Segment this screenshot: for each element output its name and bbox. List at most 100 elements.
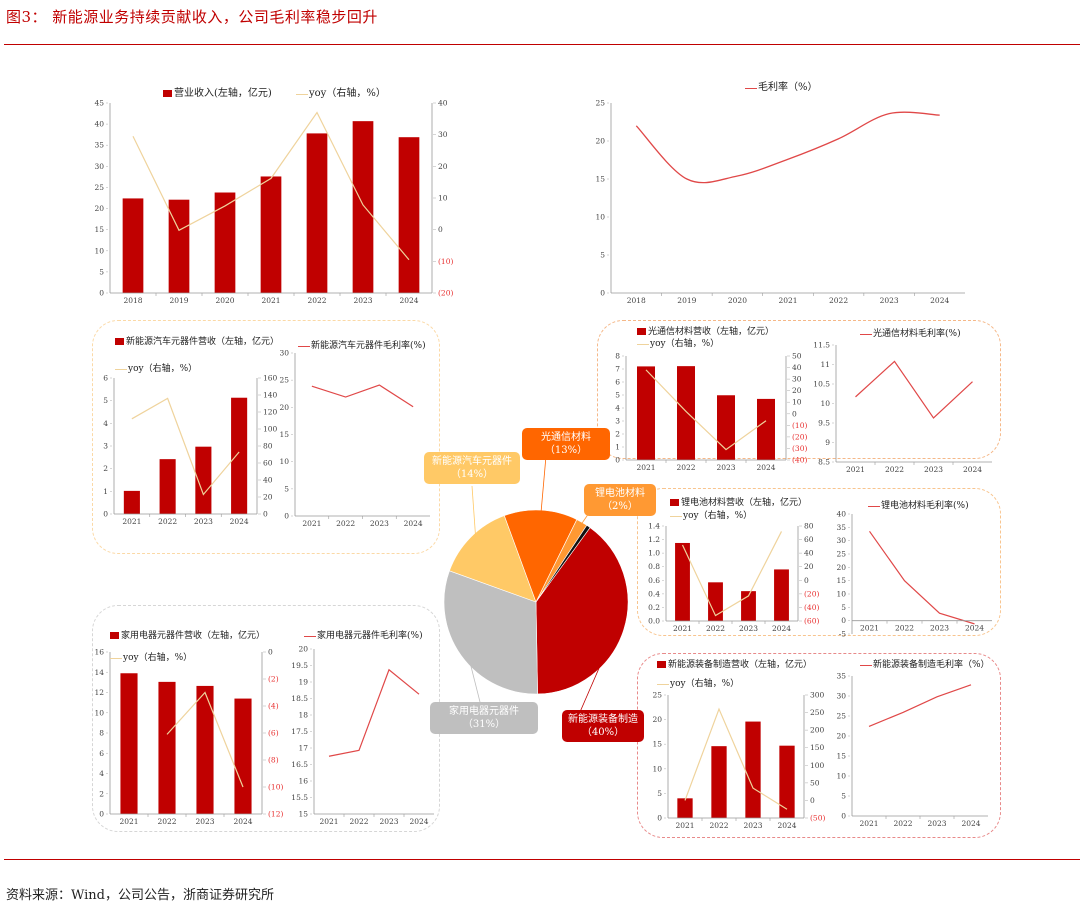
legend-line-swatch xyxy=(745,88,757,89)
y-tick-label: 6 xyxy=(103,374,108,383)
chart-3 xyxy=(311,384,414,408)
y-tick-label: 40 xyxy=(94,120,104,129)
legend-item: 新能源汽车元器件营收（左轴，亿元） xyxy=(115,336,280,348)
y-tick-label: 15 xyxy=(595,175,605,184)
y-tick-label: 20 xyxy=(94,204,104,213)
y-tick-label: 30 xyxy=(279,349,289,358)
margin-line xyxy=(635,111,940,184)
y-tick-label: 120 xyxy=(263,408,278,417)
x-tick-label: 2023 xyxy=(743,821,762,830)
chart-9 xyxy=(868,684,972,727)
y-tick-label: 30 xyxy=(792,375,802,384)
x-tick-label: 2021 xyxy=(122,517,141,526)
legend-item: 新能源装备制造营收（左轴，亿元） xyxy=(657,659,812,671)
y-tick-label: 0.6 xyxy=(648,576,660,585)
x-tick-label: 2022 xyxy=(157,817,176,826)
y-tick-label: (10) xyxy=(792,421,807,430)
legend-line-swatch xyxy=(115,369,127,370)
x-tick-label: 2024 xyxy=(404,519,423,528)
legend-line-swatch xyxy=(868,506,880,507)
y-tick-label: 20 xyxy=(836,563,846,572)
x-tick-label: 2022 xyxy=(885,465,904,474)
x-tick-label: 2021 xyxy=(119,817,138,826)
y-tick-label: 7 xyxy=(615,365,620,374)
margin-line xyxy=(328,668,420,757)
pie-label: 锂电池材料（2%） xyxy=(584,484,656,516)
y-tick-label: (50) xyxy=(810,814,825,823)
legend-label: 锂电池材料营收（左轴，亿元） xyxy=(681,498,808,508)
y-tick-label: 40 xyxy=(804,549,814,558)
y-tick-label: 2 xyxy=(615,430,620,439)
panel-equipment xyxy=(637,653,1001,838)
legend-line-swatch xyxy=(298,346,310,347)
y-tick-label: 10 xyxy=(438,194,448,203)
yoy-line xyxy=(131,397,240,496)
legend-label: 光通信材料营收（左轴，亿元） xyxy=(648,327,775,337)
bar xyxy=(123,490,140,514)
y-tick-label: 140 xyxy=(263,391,278,400)
y-tick-label: 0 xyxy=(810,796,815,805)
pie-label: 新能源汽车元器件（14%） xyxy=(424,452,520,484)
x-tick-label: 2019 xyxy=(677,296,696,305)
pie-leader-line xyxy=(466,651,481,703)
y-tick-label: 5 xyxy=(841,603,846,612)
chart-5 xyxy=(855,360,973,419)
y-tick-label: 10 xyxy=(94,708,104,717)
y-tick-label: 0 xyxy=(841,812,846,821)
y-tick-label: 30 xyxy=(836,692,846,701)
legend-label: 新能源汽车元器件毛利率(%) xyxy=(311,341,426,351)
y-tick-label: 1.0 xyxy=(648,549,660,558)
y-tick-label: 160 xyxy=(263,374,278,383)
y-tick-label: 0 xyxy=(600,289,605,298)
legend-line-swatch xyxy=(637,344,649,345)
y-tick-label: 15 xyxy=(652,740,662,749)
y-tick-label: 40 xyxy=(263,476,273,485)
y-tick-label: 3 xyxy=(103,442,108,451)
y-tick-label: 25 xyxy=(279,376,289,385)
bar xyxy=(352,121,374,294)
legend-item: 毛利率（%） xyxy=(745,82,818,94)
y-tick-label: 0 xyxy=(792,409,797,418)
y-tick-label: 15 xyxy=(298,810,308,819)
x-tick-label: 2024 xyxy=(409,817,428,826)
legend-label: yoy（右轴，%） xyxy=(123,653,193,663)
y-tick-label: 300 xyxy=(810,691,825,700)
x-tick-label: 2022 xyxy=(336,519,355,528)
legend-label: 营业收入(左轴，亿元) xyxy=(174,88,272,99)
y-tick-label: 3 xyxy=(615,417,620,426)
x-tick-label: 2023 xyxy=(195,817,214,826)
y-tick-label: 19.5 xyxy=(291,661,308,670)
legend-label: 光通信材料毛利率(%) xyxy=(873,329,961,339)
y-tick-label: 11 xyxy=(820,360,830,369)
y-tick-label: (8) xyxy=(268,756,279,765)
x-tick-label: 2024 xyxy=(963,465,982,474)
y-tick-label: 5 xyxy=(600,251,605,260)
y-tick-label: -5 xyxy=(839,630,847,639)
x-tick-label: 2021 xyxy=(859,819,878,828)
legend-bar-swatch xyxy=(110,632,119,639)
x-tick-label: 2021 xyxy=(846,465,865,474)
x-tick-label: 2021 xyxy=(860,624,879,633)
yoy-line xyxy=(681,531,783,617)
y-tick-label: 0 xyxy=(268,648,273,657)
y-tick-label: 10 xyxy=(652,764,662,773)
panel-optical xyxy=(597,320,1001,459)
legend-item: yoy（右轴，%） xyxy=(110,652,192,664)
y-tick-label: 0 xyxy=(657,814,662,823)
y-tick-label: 0 xyxy=(99,289,104,298)
bar xyxy=(708,582,723,621)
legend-label: yoy（右轴，%） xyxy=(683,511,753,521)
bar xyxy=(196,685,214,814)
y-tick-label: (2) xyxy=(268,675,279,684)
x-tick-label: 2022 xyxy=(349,817,368,826)
x-tick-label: 2018 xyxy=(627,296,646,305)
y-tick-label: 17 xyxy=(298,744,308,753)
bar xyxy=(757,398,775,460)
bar xyxy=(637,366,655,460)
pie-leader-line xyxy=(471,485,477,543)
y-tick-label: 20 xyxy=(652,715,662,724)
y-tick-label: 25 xyxy=(94,183,104,192)
y-tick-label: 1.4 xyxy=(648,522,660,531)
y-tick-label: (40) xyxy=(804,603,819,612)
margin-line xyxy=(311,384,414,408)
